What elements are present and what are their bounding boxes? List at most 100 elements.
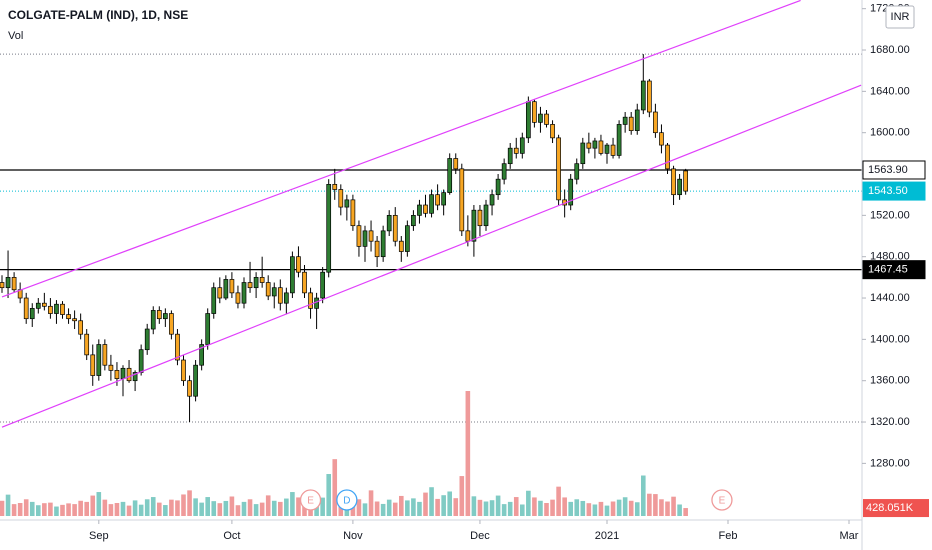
- candle-body: [320, 271, 325, 299]
- volume-bar: [48, 502, 53, 516]
- level-label: 1467.45: [868, 264, 908, 276]
- volume-bar: [29, 501, 35, 516]
- volume-bar: [60, 504, 65, 516]
- volume-bar: [265, 495, 271, 516]
- volume-bar: [380, 503, 386, 516]
- volume-bar: [374, 501, 380, 516]
- volume-bar: [634, 502, 640, 516]
- candle-body: [96, 344, 102, 376]
- candle-body: [205, 313, 211, 345]
- event-marker: [711, 489, 733, 511]
- candle-body: [120, 367, 126, 379]
- volume-bar: [235, 505, 241, 516]
- candle-body: [665, 144, 670, 170]
- volume-bar: [453, 498, 459, 516]
- candle-body: [84, 333, 90, 356]
- candle-body: [23, 297, 29, 320]
- volume-bar: [550, 499, 555, 516]
- axes: 1280.00 1320.00 1360.00 1400.00 1440.00 1480.…: [89, 3, 929, 542]
- y-tick-label: 1640.00: [870, 85, 910, 97]
- volume-bar: [241, 501, 247, 516]
- volume-bar: [259, 502, 265, 516]
- candle-body: [550, 124, 555, 139]
- volume-bar: [54, 506, 59, 516]
- volume-bar: [447, 491, 452, 516]
- candle-body: [659, 132, 664, 146]
- candle-body: [48, 305, 53, 314]
- candle-body: [677, 178, 682, 196]
- candle-body: [392, 215, 398, 242]
- candle-body: [11, 277, 17, 291]
- volume-bar: [144, 499, 150, 516]
- candle-body: [326, 184, 332, 273]
- candle-body: [525, 101, 531, 139]
- volume-bar: [586, 503, 592, 516]
- volume-bar: [580, 500, 586, 516]
- candle-body: [163, 313, 168, 320]
- volume-bar: [78, 500, 83, 516]
- candle-body: [538, 113, 543, 123]
- volume-bar: [562, 497, 567, 516]
- candle-body: [54, 303, 59, 314]
- volume-bar: [278, 501, 283, 516]
- candle-body: [465, 230, 471, 242]
- volume-bar: [66, 503, 71, 516]
- trendline: [1, 84, 862, 428]
- volume-bar: [483, 501, 489, 516]
- volume-bar: [513, 497, 519, 516]
- volume-bar: [36, 505, 41, 516]
- candle-body: [235, 292, 241, 304]
- volume-bar: [223, 500, 229, 516]
- volume-bar: [405, 500, 410, 516]
- volume-bar: [169, 499, 174, 516]
- candle-body: [41, 302, 47, 307]
- volume-bar: [411, 498, 416, 516]
- candle-body: [495, 178, 501, 196]
- volume-bar: [532, 497, 537, 516]
- y-tick-label: 1680.00: [870, 44, 910, 56]
- volume-bar: [622, 497, 628, 516]
- x-tick-label: Mar: [840, 530, 859, 542]
- currency[interactable]: INR: [891, 11, 910, 23]
- candle-body: [532, 101, 537, 123]
- x-tick-label: Nov: [343, 530, 363, 542]
- volume-bar: [362, 503, 368, 516]
- candle-body: [102, 344, 108, 366]
- currency-box[interactable]: [885, 5, 915, 29]
- candle-body: [0, 282, 5, 289]
- candle-body: [586, 142, 592, 149]
- volume-bar: [399, 495, 404, 516]
- volume-bar: [253, 504, 259, 516]
- volume-bar: [671, 496, 676, 516]
- volume-bar: [392, 502, 398, 516]
- candle-body: [229, 279, 235, 294]
- volume-bar: [653, 494, 658, 516]
- candle-body: [217, 287, 223, 299]
- volume-bar: [247, 499, 253, 516]
- volume-bar: [11, 504, 17, 516]
- volume-bar: [114, 502, 120, 516]
- volume-bar: [108, 504, 114, 516]
- volume-bar: [84, 501, 89, 516]
- candle-body: [271, 287, 277, 297]
- candle-body: [610, 144, 616, 156]
- candle-body: [435, 194, 440, 206]
- candle-body: [646, 80, 652, 113]
- candle-body: [35, 302, 41, 309]
- candle-body: [308, 292, 313, 309]
- candle-body: [78, 320, 84, 335]
- level-label-box: [862, 260, 926, 280]
- volume-bar: [598, 501, 604, 516]
- candle-body: [604, 144, 610, 154]
- candle-body: [489, 194, 495, 206]
- candle-body: [284, 292, 289, 304]
- candle-body: [616, 124, 622, 156]
- candle-body: [453, 158, 459, 170]
- candle-body: [150, 310, 156, 330]
- x-tick-label: Dec: [470, 530, 490, 542]
- last-price-label: 1543.50: [868, 185, 908, 197]
- candle-body: [241, 282, 247, 304]
- candle-body: [144, 328, 150, 351]
- y-tick-label: 1520.00: [870, 209, 910, 221]
